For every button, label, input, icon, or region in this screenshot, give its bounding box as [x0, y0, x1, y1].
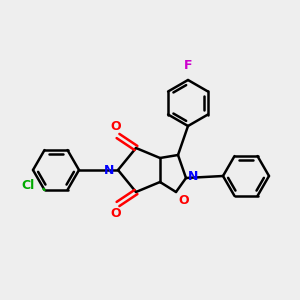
Text: O: O: [111, 120, 121, 133]
Text: F: F: [184, 59, 192, 72]
Text: N: N: [104, 164, 114, 176]
Text: O: O: [178, 194, 189, 207]
Text: Cl: Cl: [21, 179, 34, 192]
Text: N: N: [188, 170, 198, 184]
Text: O: O: [111, 207, 121, 220]
